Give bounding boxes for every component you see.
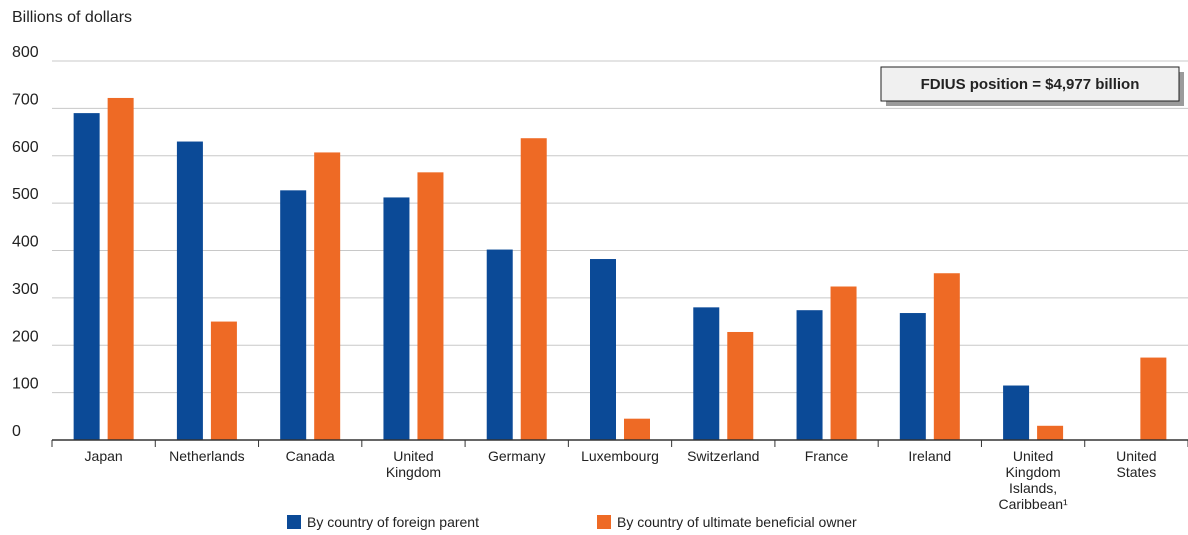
bar (73, 113, 100, 441)
y-tick-label: 800 (12, 44, 39, 61)
bar (417, 172, 444, 441)
y-tick-label: 300 (12, 281, 39, 298)
legend-item: By country of ultimate beneficial owner (597, 514, 857, 530)
y-tick-label: 200 (12, 328, 39, 345)
bar (830, 286, 857, 440)
bar (1003, 385, 1030, 440)
y-axis-ticks: 0 100 200 300 400 500 600 700 800 (12, 44, 39, 440)
x-tick-label: France (805, 448, 849, 464)
bar (899, 313, 926, 440)
y-tick-label: 0 (12, 423, 21, 440)
x-tick-label: Canada (286, 448, 335, 464)
legend: By country of foreign parent By country o… (287, 514, 857, 530)
bar (933, 273, 960, 440)
y-tick-label: 600 (12, 139, 39, 156)
bar (693, 307, 720, 440)
bar (727, 331, 754, 440)
x-tick-label: Switzerland (687, 448, 759, 464)
x-axis-categories: Japan Netherlands Canada United Kingdom Germa… (85, 448, 1157, 512)
annotation-box: FDIUS position = $4,977 billion (880, 66, 1184, 106)
legend-label: By country of foreign parent (307, 514, 479, 530)
bar (210, 321, 237, 440)
legend-swatch (597, 515, 611, 529)
legend-item: By country of foreign parent (287, 514, 479, 530)
bar (1140, 357, 1167, 440)
x-tick-label: Netherlands (169, 448, 245, 464)
y-tick-label: 500 (12, 186, 39, 203)
legend-swatch (287, 515, 301, 529)
x-tick-label: United Kingdom Islands, Caribbean¹ (998, 448, 1068, 512)
x-tick-label: Germany (488, 448, 546, 464)
y-tick-label: 100 (12, 376, 39, 393)
bar (314, 152, 341, 440)
bar (107, 97, 134, 440)
bar (1037, 425, 1064, 440)
bar (624, 418, 650, 440)
x-tick-label: Japan (85, 448, 123, 464)
x-tick-label: Ireland (908, 448, 951, 464)
bar (590, 259, 616, 440)
bar (796, 310, 823, 440)
bar (383, 197, 410, 440)
bars (73, 97, 1167, 441)
y-tick-label: 700 (12, 91, 39, 108)
legend-label: By country of ultimate beneficial owner (617, 514, 857, 530)
y-tick-label: 400 (12, 234, 39, 251)
bar (176, 141, 203, 440)
bar (520, 138, 547, 440)
bar (280, 190, 307, 440)
x-tick-label: United Kingdom (386, 448, 441, 480)
y-axis-label: Billions of dollars (12, 9, 132, 26)
gridlines (52, 60, 1188, 394)
x-tick-label: Luxembourg (581, 448, 659, 464)
x-tick-label: United States (1116, 448, 1156, 480)
x-axis (51, 439, 1188, 447)
bar (486, 249, 513, 440)
annotation-text: FDIUS position = $4,977 billion (921, 76, 1140, 93)
